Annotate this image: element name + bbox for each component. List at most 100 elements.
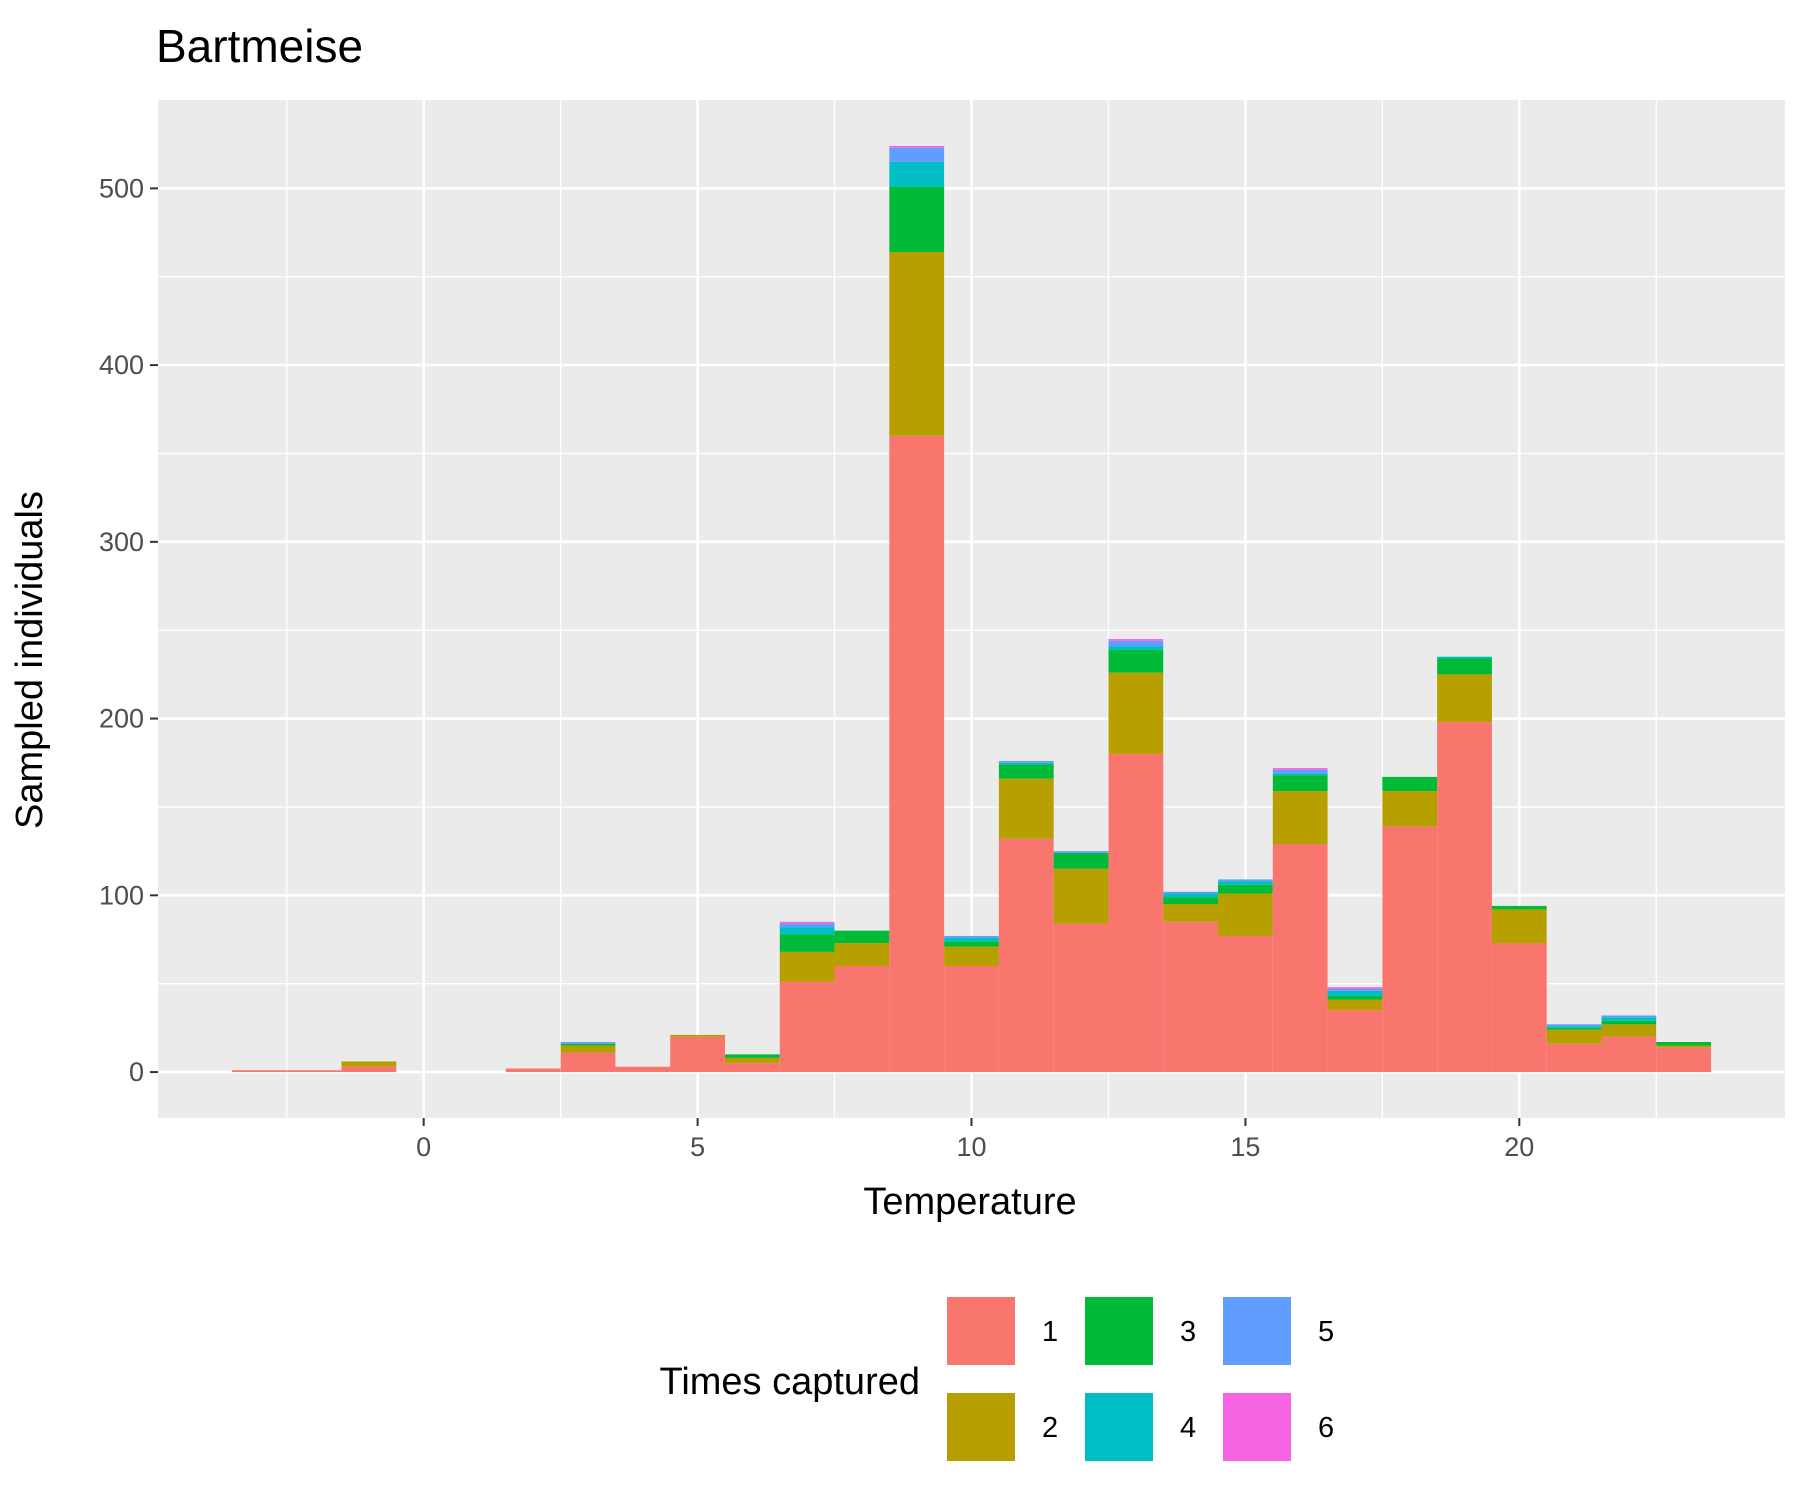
chart-title: Bartmeise — [156, 20, 363, 72]
bar-segment-1 — [1108, 753, 1164, 1073]
bar-segment-2 — [1546, 1029, 1602, 1044]
y-tick-label: 300 — [99, 527, 144, 557]
bar-segment-1 — [341, 1066, 397, 1073]
bar-segment-5 — [1272, 769, 1328, 774]
bar-segment-2 — [944, 946, 999, 967]
bar-segment-1 — [1656, 1047, 1712, 1073]
bar-segment-3 — [1163, 897, 1219, 905]
grid-major — [158, 100, 1785, 1118]
bar-segment-4 — [1546, 1026, 1602, 1028]
bar-segment-3 — [834, 930, 890, 944]
y-tick-labels: 0 100 200 300 400 500 — [99, 173, 144, 1087]
bar-segment-3 — [560, 1043, 616, 1046]
legend-key-2 — [945, 1391, 1017, 1463]
bar-segment-1 — [779, 981, 835, 1073]
bar-segment-1 — [944, 966, 999, 1073]
bar-segment-1 — [231, 1070, 287, 1073]
bar-segment-2 — [1108, 672, 1164, 754]
bars — [231, 145, 1712, 1073]
bar-segment-1 — [1272, 844, 1328, 1073]
bar-segment-3 — [998, 764, 1054, 779]
bar-segment-3 — [1053, 852, 1109, 869]
bar-segment-3 — [1601, 1020, 1657, 1025]
bar-segment-5 — [560, 1042, 616, 1044]
legend-label-4: 4 — [1180, 1412, 1196, 1444]
legend: Times captured 1 2 3 4 5 6 — [660, 1295, 1334, 1463]
bar-segment-1 — [724, 1063, 780, 1073]
legend-key-6 — [1221, 1391, 1293, 1463]
legend-label-3: 3 — [1180, 1316, 1196, 1348]
bar-segment-6 — [889, 145, 945, 148]
bar-segment-1 — [505, 1068, 561, 1073]
bar-segment-1 — [1546, 1043, 1602, 1073]
bar-segment-5 — [1601, 1015, 1657, 1018]
legend-key-5 — [1221, 1295, 1293, 1367]
bar-segment-5 — [779, 923, 835, 928]
bar-segment-3 — [1546, 1027, 1602, 1030]
bar-segment-3 — [1327, 996, 1383, 1000]
bar-segment-2 — [1163, 904, 1219, 922]
bar-segment-2 — [341, 1061, 397, 1067]
bar-segment-2 — [779, 951, 835, 982]
bar-segment-4 — [1108, 646, 1164, 650]
bar-segment-1 — [670, 1036, 725, 1073]
bar-segment-3 — [724, 1054, 780, 1058]
bar-segment-2 — [724, 1057, 780, 1064]
x-tick-labels: 0 5 10 15 20 — [416, 1132, 1534, 1162]
bar-segment-2 — [1053, 868, 1109, 924]
bar-segment-2 — [1218, 893, 1273, 936]
bar-segment-1 — [615, 1066, 671, 1073]
bar-segment-2 — [1491, 909, 1547, 944]
bar-segment-2 — [889, 251, 945, 436]
bar-segment-1 — [1218, 935, 1273, 1073]
y-tick-label: 400 — [99, 350, 144, 380]
y-tick-label: 500 — [99, 173, 144, 203]
bar-segment-4 — [944, 937, 999, 942]
bar-segment-4 — [1327, 990, 1383, 997]
bar-segment-1 — [1163, 921, 1219, 1073]
bar-segment-3 — [1491, 905, 1547, 910]
bar-segment-5 — [889, 147, 945, 162]
bar-segment-5 — [1053, 851, 1109, 853]
bar-segment-5 — [1546, 1024, 1602, 1027]
legend-label-2: 2 — [1042, 1412, 1058, 1444]
bar-segment-3 — [1437, 658, 1492, 675]
bar-segment-5 — [1108, 640, 1164, 647]
bar-segment-2 — [834, 943, 890, 967]
bar-segment-3 — [944, 941, 999, 947]
bar-segment-6 — [1327, 987, 1383, 989]
bar-segment-1 — [1327, 1010, 1383, 1073]
bar-segment-2 — [1656, 1045, 1712, 1048]
legend-key-4 — [1083, 1391, 1155, 1463]
bar-segment-6 — [1272, 768, 1328, 770]
bar-segment-2 — [998, 778, 1054, 839]
bar-segment-4 — [779, 927, 835, 935]
bar-segment-2 — [560, 1045, 616, 1053]
bar-segment-2 — [670, 1034, 725, 1037]
bar-segment-1 — [1601, 1036, 1657, 1073]
legend-label-6: 6 — [1318, 1412, 1334, 1444]
bar-segment-1 — [1491, 943, 1547, 1073]
x-tick-label: 15 — [1230, 1132, 1260, 1162]
bar-segment-5 — [944, 935, 999, 938]
bar-segment-3 — [1108, 649, 1164, 673]
bar-segment-2 — [1437, 674, 1492, 723]
bar-segment-4 — [1218, 881, 1273, 885]
bar-segment-1 — [834, 966, 890, 1073]
axis-ticks — [150, 187, 1521, 1126]
bar-segment-4 — [1272, 773, 1328, 776]
bar-segment-2 — [1272, 791, 1328, 845]
bar-segment-1 — [1382, 826, 1438, 1073]
legend-label-1: 1 — [1042, 1316, 1058, 1348]
legend-title: Times captured — [660, 1361, 920, 1403]
y-axis-title: Sampled individuals — [9, 491, 51, 829]
x-axis-title: Temperature — [863, 1181, 1076, 1223]
bar-segment-5 — [1327, 988, 1383, 991]
legend-key-3 — [1083, 1295, 1155, 1367]
bar-segment-1 — [998, 838, 1054, 1073]
bar-segment-2 — [1601, 1024, 1657, 1037]
bar-segment-3 — [1382, 776, 1438, 792]
bar-segment-6 — [1108, 639, 1164, 641]
bar-segment-3 — [1218, 884, 1273, 894]
